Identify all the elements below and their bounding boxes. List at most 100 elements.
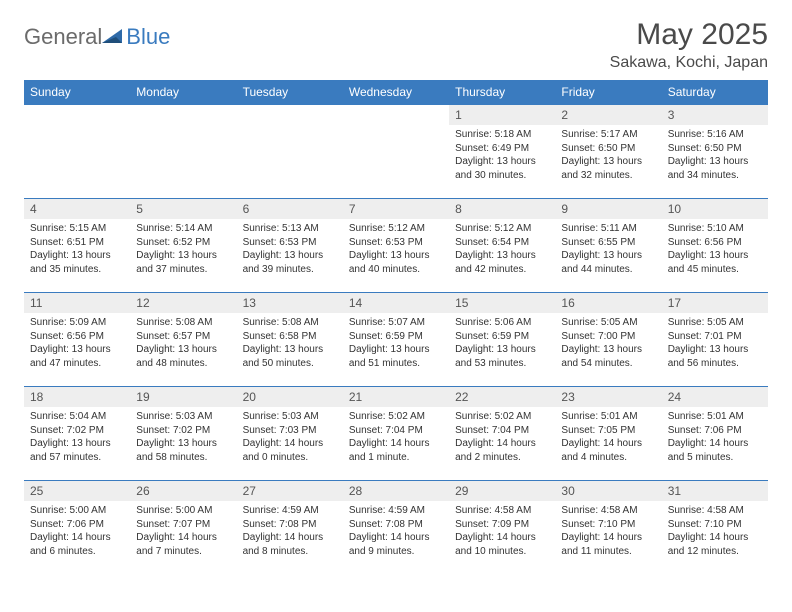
day-number: 12 bbox=[130, 293, 236, 313]
sunrise-text: Sunrise: 5:00 AM bbox=[136, 504, 230, 518]
day-cell: 2Sunrise: 5:17 AMSunset: 6:50 PMDaylight… bbox=[555, 105, 661, 199]
daylight-text: Daylight: 14 hours and 11 minutes. bbox=[561, 531, 655, 558]
day-number: 28 bbox=[343, 481, 449, 501]
daylight-text: Daylight: 13 hours and 45 minutes. bbox=[668, 249, 762, 276]
day-cell: 12Sunrise: 5:08 AMSunset: 6:57 PMDayligh… bbox=[130, 293, 236, 387]
logo-triangle-icon bbox=[102, 27, 124, 45]
day-content: Sunrise: 4:59 AMSunset: 7:08 PMDaylight:… bbox=[237, 501, 343, 561]
sunset-text: Sunset: 6:51 PM bbox=[30, 236, 124, 250]
sunset-text: Sunset: 7:02 PM bbox=[136, 424, 230, 438]
daylight-text: Daylight: 13 hours and 30 minutes. bbox=[455, 155, 549, 182]
daylight-text: Daylight: 14 hours and 2 minutes. bbox=[455, 437, 549, 464]
daylight-text: Daylight: 14 hours and 8 minutes. bbox=[243, 531, 337, 558]
day-number: 6 bbox=[237, 199, 343, 219]
day-header: Monday bbox=[130, 80, 236, 105]
day-cell: 31Sunrise: 4:58 AMSunset: 7:10 PMDayligh… bbox=[662, 481, 768, 575]
day-number: 11 bbox=[24, 293, 130, 313]
daylight-text: Daylight: 14 hours and 10 minutes. bbox=[455, 531, 549, 558]
sunset-text: Sunset: 6:53 PM bbox=[349, 236, 443, 250]
calendar-table: Sunday Monday Tuesday Wednesday Thursday… bbox=[24, 80, 768, 575]
day-cell: 25Sunrise: 5:00 AMSunset: 7:06 PMDayligh… bbox=[24, 481, 130, 575]
day-content: Sunrise: 5:01 AMSunset: 7:06 PMDaylight:… bbox=[662, 407, 768, 467]
sunset-text: Sunset: 6:56 PM bbox=[30, 330, 124, 344]
day-content: Sunrise: 5:08 AMSunset: 6:58 PMDaylight:… bbox=[237, 313, 343, 373]
day-content: Sunrise: 4:58 AMSunset: 7:10 PMDaylight:… bbox=[662, 501, 768, 561]
sunset-text: Sunset: 6:50 PM bbox=[668, 142, 762, 156]
day-cell: 28Sunrise: 4:59 AMSunset: 7:08 PMDayligh… bbox=[343, 481, 449, 575]
sunrise-text: Sunrise: 5:05 AM bbox=[668, 316, 762, 330]
sunrise-text: Sunrise: 5:00 AM bbox=[30, 504, 124, 518]
location: Sakawa, Kochi, Japan bbox=[610, 54, 768, 72]
day-cell: 17Sunrise: 5:05 AMSunset: 7:01 PMDayligh… bbox=[662, 293, 768, 387]
daylight-text: Daylight: 14 hours and 12 minutes. bbox=[668, 531, 762, 558]
sunset-text: Sunset: 6:57 PM bbox=[136, 330, 230, 344]
day-header: Saturday bbox=[662, 80, 768, 105]
day-number: 1 bbox=[449, 105, 555, 125]
sunset-text: Sunset: 7:05 PM bbox=[561, 424, 655, 438]
calendar-body: 1Sunrise: 5:18 AMSunset: 6:49 PMDaylight… bbox=[24, 105, 768, 575]
day-number: 7 bbox=[343, 199, 449, 219]
sunrise-text: Sunrise: 5:02 AM bbox=[349, 410, 443, 424]
day-header-row: Sunday Monday Tuesday Wednesday Thursday… bbox=[24, 80, 768, 105]
logo: General Blue bbox=[24, 24, 170, 50]
sunrise-text: Sunrise: 5:01 AM bbox=[561, 410, 655, 424]
sunrise-text: Sunrise: 5:01 AM bbox=[668, 410, 762, 424]
sunrise-text: Sunrise: 5:12 AM bbox=[349, 222, 443, 236]
logo-blue: Blue bbox=[126, 24, 170, 50]
logo-general: General bbox=[24, 24, 102, 50]
day-cell: 7 Sunrise: 5:12 AMSunset: 6:53 PMDaylight… bbox=[343, 199, 449, 293]
day-content: Sunrise: 5:15 AMSunset: 6:51 PMDaylight:… bbox=[24, 219, 130, 279]
day-content: Sunrise: 5:05 AMSunset: 7:01 PMDaylight:… bbox=[662, 313, 768, 373]
sunset-text: Sunset: 6:58 PM bbox=[243, 330, 337, 344]
sunset-text: Sunset: 7:10 PM bbox=[668, 518, 762, 532]
calendar-row: 1Sunrise: 5:18 AMSunset: 6:49 PMDaylight… bbox=[24, 105, 768, 199]
sunset-text: Sunset: 7:10 PM bbox=[561, 518, 655, 532]
sunrise-text: Sunrise: 4:59 AM bbox=[243, 504, 337, 518]
sunrise-text: Sunrise: 5:17 AM bbox=[561, 128, 655, 142]
day-cell: 24Sunrise: 5:01 AMSunset: 7:06 PMDayligh… bbox=[662, 387, 768, 481]
day-cell: 26Sunrise: 5:00 AMSunset: 7:07 PMDayligh… bbox=[130, 481, 236, 575]
sunset-text: Sunset: 7:00 PM bbox=[561, 330, 655, 344]
day-content: Sunrise: 5:11 AMSunset: 6:55 PMDaylight:… bbox=[555, 219, 661, 279]
day-number: 18 bbox=[24, 387, 130, 407]
day-cell: 6Sunrise: 5:13 AMSunset: 6:53 PMDaylight… bbox=[237, 199, 343, 293]
day-cell: 21Sunrise: 5:02 AMSunset: 7:04 PMDayligh… bbox=[343, 387, 449, 481]
sunset-text: Sunset: 6:49 PM bbox=[455, 142, 549, 156]
daylight-text: Daylight: 13 hours and 58 minutes. bbox=[136, 437, 230, 464]
daylight-text: Daylight: 13 hours and 50 minutes. bbox=[243, 343, 337, 370]
daylight-text: Daylight: 13 hours and 51 minutes. bbox=[349, 343, 443, 370]
day-number: 23 bbox=[555, 387, 661, 407]
sunset-text: Sunset: 7:06 PM bbox=[668, 424, 762, 438]
daylight-text: Daylight: 13 hours and 37 minutes. bbox=[136, 249, 230, 276]
day-number: 3 bbox=[662, 105, 768, 125]
day-header: Tuesday bbox=[237, 80, 343, 105]
day-number: 25 bbox=[24, 481, 130, 501]
daylight-text: Daylight: 13 hours and 53 minutes. bbox=[455, 343, 549, 370]
sunrise-text: Sunrise: 5:13 AM bbox=[243, 222, 337, 236]
day-header: Friday bbox=[555, 80, 661, 105]
daylight-text: Daylight: 13 hours and 42 minutes. bbox=[455, 249, 549, 276]
sunrise-text: Sunrise: 5:04 AM bbox=[30, 410, 124, 424]
day-cell: 29Sunrise: 4:58 AMSunset: 7:09 PMDayligh… bbox=[449, 481, 555, 575]
day-content: Sunrise: 5:03 AMSunset: 7:02 PMDaylight:… bbox=[130, 407, 236, 467]
daylight-text: Daylight: 14 hours and 7 minutes. bbox=[136, 531, 230, 558]
day-number: 20 bbox=[237, 387, 343, 407]
day-number: 2 bbox=[555, 105, 661, 125]
sunrise-text: Sunrise: 5:15 AM bbox=[30, 222, 124, 236]
day-cell: 27Sunrise: 4:59 AMSunset: 7:08 PMDayligh… bbox=[237, 481, 343, 575]
daylight-text: Daylight: 14 hours and 1 minute. bbox=[349, 437, 443, 464]
day-content: Sunrise: 5:09 AMSunset: 6:56 PMDaylight:… bbox=[24, 313, 130, 373]
daylight-text: Daylight: 13 hours and 48 minutes. bbox=[136, 343, 230, 370]
daylight-text: Daylight: 13 hours and 40 minutes. bbox=[349, 249, 443, 276]
day-content: Sunrise: 5:14 AMSunset: 6:52 PMDaylight:… bbox=[130, 219, 236, 279]
day-number: 4 bbox=[24, 199, 130, 219]
day-content: Sunrise: 5:16 AMSunset: 6:50 PMDaylight:… bbox=[662, 125, 768, 185]
day-cell: 13Sunrise: 5:08 AMSunset: 6:58 PMDayligh… bbox=[237, 293, 343, 387]
daylight-text: Daylight: 13 hours and 57 minutes. bbox=[30, 437, 124, 464]
month-title: May 2025 bbox=[610, 18, 768, 52]
day-number: 13 bbox=[237, 293, 343, 313]
day-cell: 23Sunrise: 5:01 AMSunset: 7:05 PMDayligh… bbox=[555, 387, 661, 481]
day-number: 24 bbox=[662, 387, 768, 407]
sunrise-text: Sunrise: 5:05 AM bbox=[561, 316, 655, 330]
day-content: Sunrise: 4:58 AMSunset: 7:09 PMDaylight:… bbox=[449, 501, 555, 561]
